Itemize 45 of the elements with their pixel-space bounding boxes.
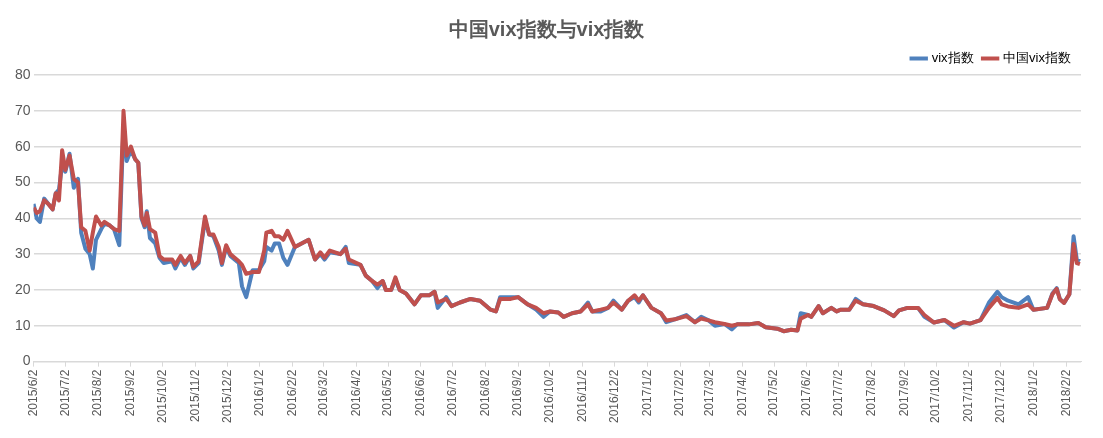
x-tick-label: 2016/10/2 bbox=[542, 369, 557, 424]
y-tick-label: 30 bbox=[14, 244, 31, 261]
legend-label: vix指数 bbox=[931, 50, 974, 66]
x-tick-label: 2017/7/2 bbox=[831, 369, 846, 417]
y-tick-label: 80 bbox=[14, 65, 31, 82]
x-tick-label: 2016/4/2 bbox=[348, 369, 363, 417]
chart-title: 中国vix指数与vix指数 bbox=[448, 17, 646, 40]
x-tick-label: 2015/10/2 bbox=[154, 369, 169, 424]
x-tick-label: 2017/12/2 bbox=[992, 369, 1007, 424]
x-tick-label: 2017/4/2 bbox=[734, 369, 749, 417]
x-tick-label: 2016/2/2 bbox=[285, 369, 300, 417]
y-tick-label: 20 bbox=[14, 280, 31, 297]
x-tick-label: 2015/11/2 bbox=[187, 369, 202, 423]
x-tick-label: 2017/10/2 bbox=[928, 369, 943, 424]
x-tick-label: 2016/8/2 bbox=[477, 369, 492, 417]
y-tick-label: 0 bbox=[22, 352, 31, 369]
legend-label: 中国vix指数 bbox=[1003, 50, 1071, 66]
x-tick-label: 2018/2/2 bbox=[1058, 369, 1073, 417]
x-tick-label: 2017/8/2 bbox=[863, 369, 878, 417]
y-tick-label: 40 bbox=[14, 209, 31, 226]
x-tick-label: 2018/1/2 bbox=[1025, 369, 1040, 417]
x-tick-label: 2015/12/2 bbox=[219, 369, 234, 424]
x-tick-label: 2015/8/2 bbox=[90, 369, 105, 417]
x-tick-label: 2017/3/2 bbox=[701, 369, 716, 417]
x-tick-label: 2016/1/2 bbox=[252, 369, 267, 417]
x-tick-label: 2016/3/2 bbox=[315, 369, 330, 417]
x-tick-label: 2015/9/2 bbox=[123, 369, 138, 417]
x-tick-label: 2017/6/2 bbox=[799, 369, 814, 417]
x-tick-label: 2016/12/2 bbox=[606, 369, 621, 424]
x-tick-label: 2016/5/2 bbox=[380, 369, 395, 417]
x-tick-label: 2017/2/2 bbox=[672, 369, 687, 417]
y-tick-label: 60 bbox=[14, 137, 31, 154]
x-tick-label: 2015/6/2 bbox=[25, 369, 40, 417]
x-tick-label: 2016/7/2 bbox=[444, 369, 459, 417]
y-tick-label: 70 bbox=[14, 101, 31, 118]
x-tick-label: 2017/9/2 bbox=[896, 369, 911, 417]
y-tick-label: 10 bbox=[14, 316, 31, 333]
x-tick-label: 2017/1/2 bbox=[639, 369, 654, 417]
x-tick-label: 2016/11/2 bbox=[574, 369, 589, 423]
x-tick-label: 2015/7/2 bbox=[57, 369, 72, 417]
x-tick-label: 2016/6/2 bbox=[413, 369, 428, 417]
x-tick-label: 2017/5/2 bbox=[766, 369, 781, 417]
x-tick-label: 2017/11/2 bbox=[961, 369, 976, 423]
x-tick-label: 2016/9/2 bbox=[510, 369, 525, 417]
y-tick-label: 50 bbox=[14, 173, 31, 190]
